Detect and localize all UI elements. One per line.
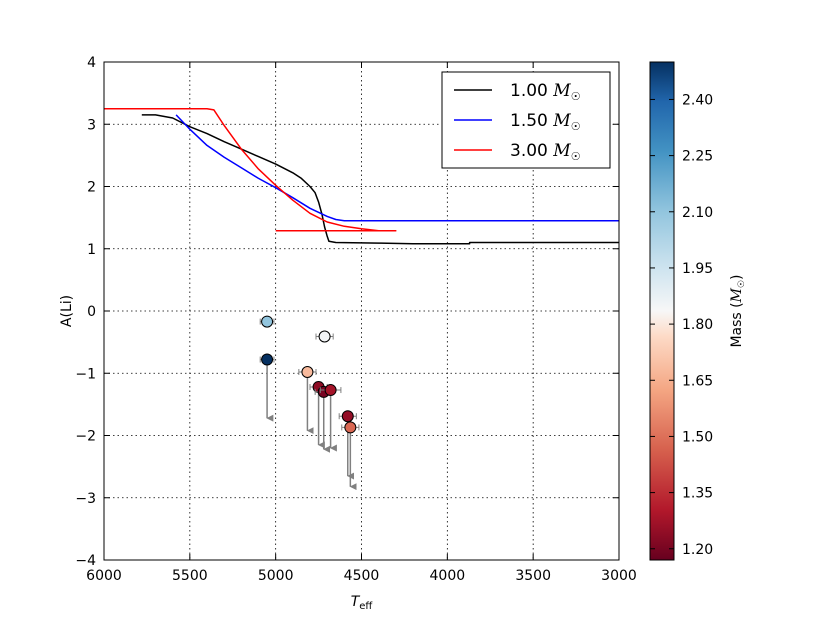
- y-tick-label: 1: [87, 242, 96, 258]
- legend-label-3.00: 3.00 M☉: [510, 141, 581, 163]
- y-tick-label: 4: [87, 55, 96, 71]
- y-tick-label: −3: [75, 491, 96, 507]
- x-axis-label: Teff: [351, 594, 374, 612]
- star-point-7: [324, 384, 337, 397]
- y-tick-label: −4: [75, 553, 96, 569]
- x-tick-label: 5000: [258, 568, 294, 584]
- colorbar-gradient: [649, 61, 675, 561]
- x-tick-label: 3000: [601, 568, 637, 584]
- x-tick-label: 4000: [430, 568, 466, 584]
- star-point-3: [318, 330, 331, 343]
- star-point-1: [261, 315, 274, 328]
- y-tick-label: 0: [87, 304, 96, 320]
- colorbar-label: Mass (M☉): [729, 274, 747, 347]
- legend-label-1.00: 1.00 M☉: [510, 81, 581, 103]
- star-points: [259, 315, 360, 491]
- colorbar-tick-label: 1.65: [682, 373, 713, 389]
- colorbar-tick-label: 1.50: [682, 429, 713, 445]
- star-point-4: [301, 366, 314, 379]
- x-tick-label: 3500: [515, 568, 551, 584]
- colorbar-tick-label: 1.95: [682, 261, 713, 277]
- y-axis-label: A(Li): [59, 295, 75, 327]
- y-tick-label: −2: [75, 429, 96, 445]
- y-tick-label: 3: [87, 117, 96, 133]
- star-point-2: [261, 353, 274, 366]
- colorbar-tick-label: 1.35: [682, 486, 713, 502]
- model-curves: [104, 107, 619, 245]
- x-tick-label: 4500: [344, 568, 380, 584]
- axis-ticks: 6000 5500 5000 4500 4000 3500 3000 4 3 2 1 0 −1 −2 −3 −…: [75, 55, 636, 584]
- colorbar-tick-label: 2.25: [682, 149, 713, 165]
- x-tick-label: 5500: [172, 568, 208, 584]
- model-curve-3.00: [104, 107, 397, 232]
- colorbar-tick-label: 1.80: [682, 317, 713, 333]
- y-tick-label: −1: [75, 366, 96, 382]
- star-point-9: [344, 421, 357, 434]
- grid: [104, 62, 619, 560]
- colorbar-tick-label: 1.20: [682, 542, 713, 558]
- colorbar-tick-label: 2.10: [682, 205, 713, 221]
- colorbar: 2.40 2.25 2.10 1.95 1.80 1.65 1.50 1.35 1.20 Mass…: [649, 61, 747, 561]
- legend-label-1.50: 1.50 M☉: [510, 111, 581, 133]
- x-tick-label: 6000: [86, 568, 122, 584]
- star-point-8: [341, 410, 354, 423]
- y-tick-label: 2: [87, 180, 96, 196]
- legend: 1.00 M☉ 1.50 M☉ 3.00 M☉: [441, 71, 611, 169]
- colorbar-tick-label: 2.40: [682, 92, 713, 108]
- model-curve-1.00: [141, 114, 619, 245]
